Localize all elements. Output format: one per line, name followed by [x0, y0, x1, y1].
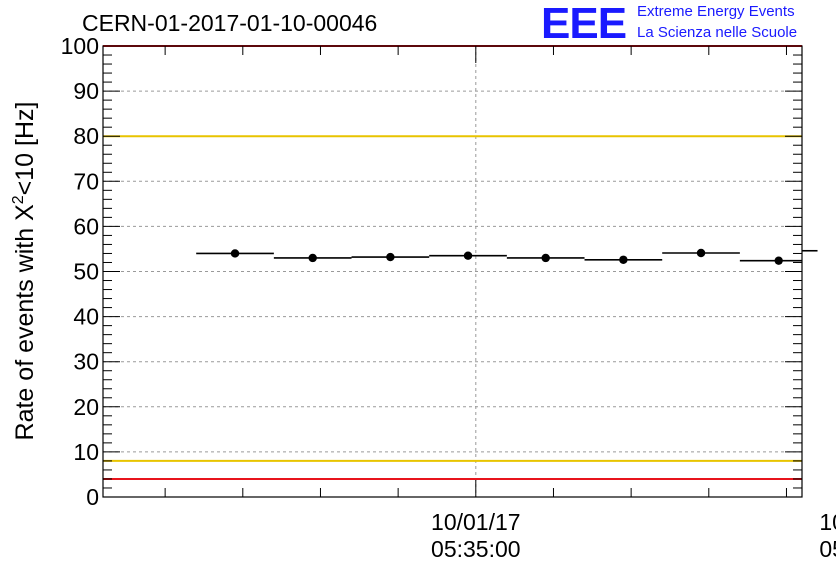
data-point: [308, 253, 317, 263]
data-points: [196, 248, 818, 265]
y-tick-label: 60: [73, 213, 99, 239]
logo-text-line-1: Extreme Energy Events: [637, 3, 795, 20]
x-tick-time-label: 05:35:00: [431, 536, 521, 562]
logo-text-line-2: La Scienza nelle Scuole: [637, 24, 798, 41]
y-tick-label: 40: [73, 304, 99, 330]
y-tick-label: 100: [61, 33, 99, 59]
grid-lines: [103, 46, 802, 497]
y-tick-label: 90: [73, 78, 99, 104]
y-tick-label: 0: [86, 484, 99, 510]
data-point: [541, 253, 550, 263]
x-tick-date-label: 10/01/17: [819, 509, 836, 535]
data-point: [696, 248, 706, 258]
x-tick-time-label: 05:40:00: [819, 536, 836, 562]
x-tick-date-label: 10/01/17: [431, 509, 521, 535]
y-tick-label: 50: [73, 259, 99, 285]
data-point: [386, 252, 395, 262]
chart-title: CERN-01-2017-01-10-00046: [82, 10, 378, 36]
data-point: [619, 255, 628, 264]
data-point: [463, 251, 473, 260]
data-point: [230, 249, 240, 258]
y-tick-label: 70: [73, 168, 99, 194]
y-tick-label: 30: [73, 349, 99, 375]
threshold-lines: [103, 45, 802, 480]
y-tick-label: 20: [73, 394, 99, 420]
data-point: [774, 256, 783, 265]
eee-logo-mark: EEE: [541, 0, 627, 48]
y-tick-label: 10: [73, 439, 99, 465]
y-tick-label: 80: [73, 123, 99, 149]
y-axis-label: Rate of events with X2<10 [Hz]: [10, 102, 39, 441]
